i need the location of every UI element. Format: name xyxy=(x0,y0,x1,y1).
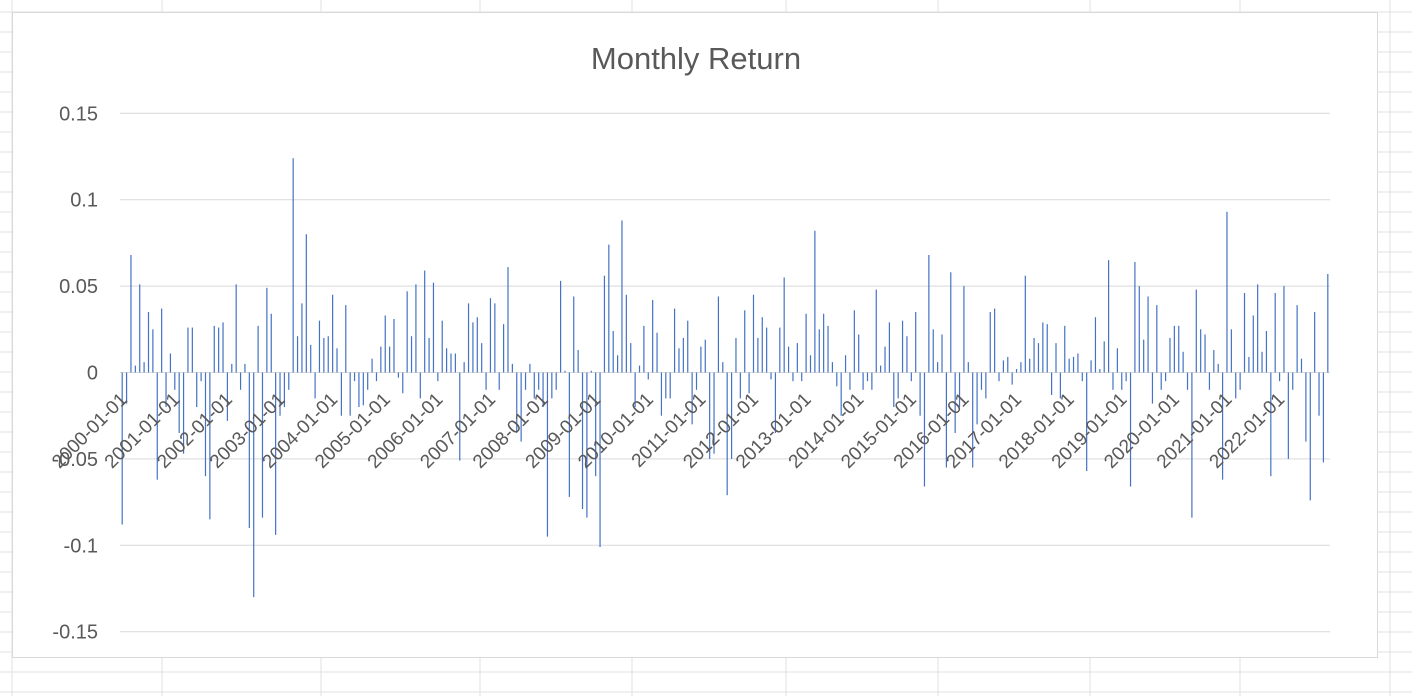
bar-series xyxy=(121,158,1329,598)
y-tick-label: 0.1 xyxy=(70,190,98,212)
x-axis: 2000-01-012001-01-012002-01-012003-01-01… xyxy=(48,389,1289,473)
y-axis: 0.15 0.1 0.05 0 -0.05 -0.1 -0.15 xyxy=(52,103,98,643)
y-tick-label: 0 xyxy=(87,363,98,385)
y-tick-label: -0.1 xyxy=(64,535,98,557)
gridlines xyxy=(120,112,1330,633)
y-tick-label: 0.05 xyxy=(59,276,98,298)
chart-svg: 0.15 0.1 0.05 0 -0.05 -0.1 -0.15 2000-01-01200… xyxy=(48,41,1330,644)
y-tick-label: -0.15 xyxy=(52,622,98,644)
y-tick-label: 0.15 xyxy=(59,103,98,125)
y-tick-label: -0.05 xyxy=(52,449,98,471)
chart-area[interactable]: 0.15 0.1 0.05 0 -0.05 -0.1 -0.15 2000-01-01 200… xyxy=(12,12,1378,658)
chart-title: Monthly Return xyxy=(591,41,801,76)
